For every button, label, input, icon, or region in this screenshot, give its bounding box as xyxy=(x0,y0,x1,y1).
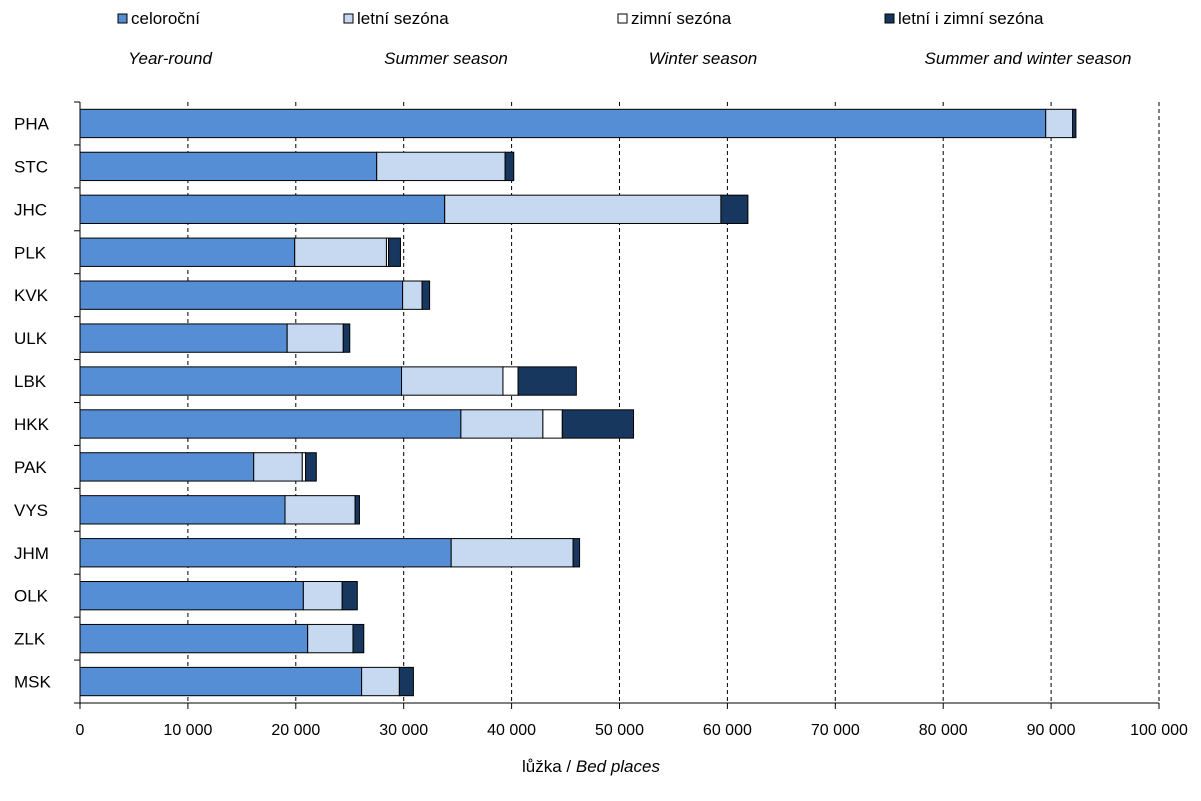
legend-label: letní sezóna xyxy=(357,9,449,28)
bar-segment-msk-1 xyxy=(361,666,400,697)
bar-segment-hkk-3 xyxy=(561,409,635,439)
category-label: ZLK xyxy=(14,630,46,649)
bar-segment-lbk-2 xyxy=(502,366,519,396)
x-tick-label: 40 000 xyxy=(487,722,536,739)
x-tick-label: 10 000 xyxy=(163,722,212,739)
legend-swatch xyxy=(117,13,128,24)
bar-segment-ulk-3 xyxy=(342,323,351,353)
legend-swatch xyxy=(343,13,354,24)
bar-segment-olk-0 xyxy=(79,581,304,611)
category-label: VYS xyxy=(14,501,48,520)
bar-segment-jhc-0 xyxy=(79,194,446,224)
bar-segment-lbk-1 xyxy=(401,366,504,396)
x-tick-label: 100 000 xyxy=(1130,722,1188,739)
category-label: JHM xyxy=(14,544,49,563)
bar-segment-jhm-3 xyxy=(572,538,581,568)
bar-segment-jhc-1 xyxy=(444,194,722,224)
bar-segment-kvk-1 xyxy=(402,280,423,310)
legend-item-1: letní sezóna Summer season xyxy=(343,9,508,68)
bar-segment-plk-1 xyxy=(294,237,387,267)
bar-segment-pak-0 xyxy=(79,452,255,482)
bar-segment-msk-3 xyxy=(398,666,414,697)
x-axis-title-sep: / xyxy=(562,757,576,776)
legend-label-en: Year-round xyxy=(128,49,212,68)
category-label: HKK xyxy=(14,415,50,434)
bar-segment-plk-3 xyxy=(388,237,401,267)
legend-item-0: celoroční Year-round xyxy=(117,9,212,68)
legend-swatch xyxy=(617,13,628,24)
bar-segment-kvk-3 xyxy=(421,280,431,310)
bar-segment-jhm-1 xyxy=(450,538,574,568)
bar-segment-olk-1 xyxy=(302,581,343,611)
x-tick-label: 60 000 xyxy=(703,722,752,739)
bar-segment-vys-0 xyxy=(79,495,286,525)
bar-segment-stc-3 xyxy=(504,151,515,182)
bar-segment-vys-3 xyxy=(354,495,360,525)
bar-segment-olk-3 xyxy=(341,581,358,611)
category-label: LBK xyxy=(14,372,47,391)
bar-segment-stc-0 xyxy=(79,151,378,182)
bar-segment-pha-3 xyxy=(1072,108,1077,139)
bar-segment-zlk-1 xyxy=(307,623,354,654)
category-label: JHC xyxy=(14,200,47,219)
legend-label-en: Winter season xyxy=(649,49,758,68)
x-axis-title-cs: lůžka xyxy=(522,757,562,776)
bar-segment-zlk-3 xyxy=(352,623,365,654)
category-label: PLK xyxy=(14,243,47,262)
x-axis-title-en: Bed places xyxy=(576,757,661,776)
bar-segment-lbk-3 xyxy=(517,366,577,396)
x-tick-label: 20 000 xyxy=(271,722,320,739)
bar-segment-jhc-3 xyxy=(720,194,749,224)
bar-segment-plk-0 xyxy=(79,237,296,267)
bar-segment-hkk-1 xyxy=(460,409,544,439)
bar-segment-pha-0 xyxy=(79,108,1047,139)
legend-item-2: zimní sezóna Winter season xyxy=(617,9,758,68)
bars xyxy=(79,108,1077,697)
x-tick-label: 70 000 xyxy=(811,722,860,739)
category-label: STC xyxy=(14,157,48,176)
x-tick-label: 50 000 xyxy=(595,722,644,739)
bar-segment-kvk-0 xyxy=(79,280,404,310)
bar-segment-jhm-0 xyxy=(79,538,452,568)
bar-segment-stc-1 xyxy=(376,151,506,182)
labels: PHA STC JHC PLK KVK ULK LBK HKK PAK VYS JHM OLK ZLK M… xyxy=(14,114,1188,739)
bar-segment-hkk-2 xyxy=(542,409,563,439)
legend-label: zimní sezóna xyxy=(631,9,732,28)
x-axis-title: lůžka / Bed places xyxy=(522,757,660,776)
x-tick-label: 30 000 xyxy=(379,722,428,739)
category-label: MSK xyxy=(14,673,52,692)
category-label: PAK xyxy=(14,458,47,477)
category-label: ULK xyxy=(14,329,48,348)
bar-segment-pak-3 xyxy=(305,452,317,482)
x-tick-label: 90 000 xyxy=(1027,722,1076,739)
category-label: KVK xyxy=(14,286,49,305)
legend: celoroční Year-round letní sezóna Summer se… xyxy=(117,9,1132,68)
x-tick-label: 80 000 xyxy=(919,722,968,739)
legend-label-en: Summer and winter season xyxy=(925,49,1132,68)
legend-swatch xyxy=(884,13,895,24)
bar-segment-zlk-0 xyxy=(79,623,309,654)
bar-segment-pak-1 xyxy=(253,452,303,482)
category-label: PHA xyxy=(14,114,50,133)
bar-segment-pha-1 xyxy=(1045,108,1074,139)
legend-label: celoroční xyxy=(131,9,200,28)
x-tick-label: 0 xyxy=(76,722,85,739)
legend-label-en: Summer season xyxy=(384,49,508,68)
bar-segment-hkk-0 xyxy=(79,409,462,439)
category-label: OLK xyxy=(14,587,49,606)
bar-segment-vys-1 xyxy=(284,495,356,525)
gridlines xyxy=(187,102,1160,703)
bar-segment-ulk-1 xyxy=(286,323,344,353)
axes xyxy=(74,101,1160,709)
bar-segment-ulk-0 xyxy=(79,323,288,353)
legend-item-3: letní i zimní sezóna Summer and winter se… xyxy=(884,9,1132,68)
legend-label: letní i zimní sezóna xyxy=(898,9,1044,28)
bar-segment-msk-0 xyxy=(79,666,363,697)
bar-segment-lbk-0 xyxy=(79,366,403,396)
